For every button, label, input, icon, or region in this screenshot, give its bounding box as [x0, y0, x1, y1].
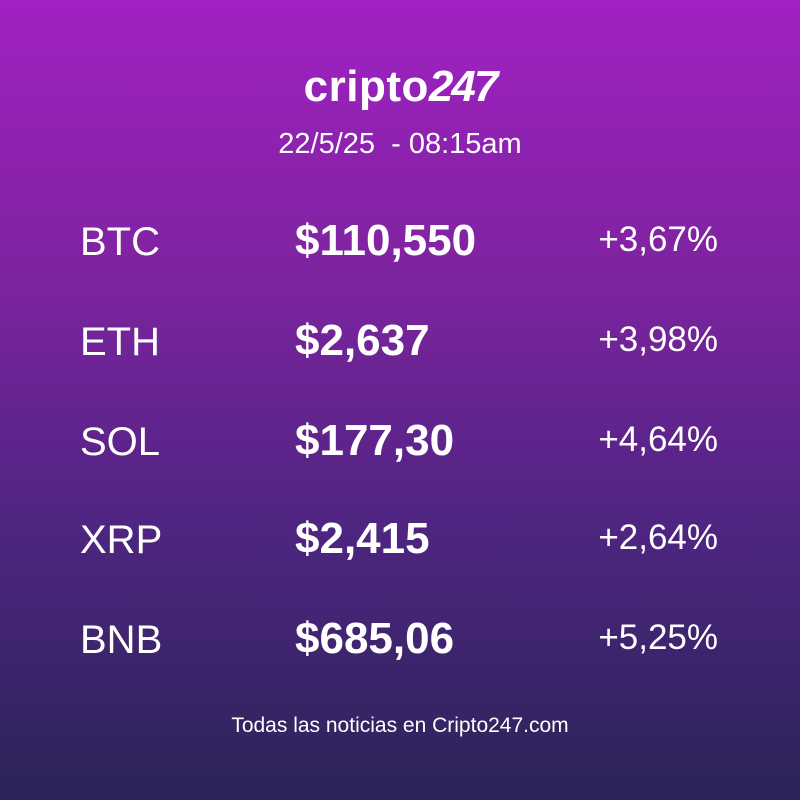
logo-text: cripto	[303, 62, 429, 111]
symbol: SOL	[80, 420, 161, 464]
symbol: XRP	[80, 518, 163, 562]
price-row: XRP $2,415 +2,64%	[0, 508, 800, 568]
change: +4,64%	[598, 420, 718, 459]
price: $2,637	[295, 316, 430, 365]
logo: cripto247	[0, 62, 800, 112]
change: +2,64%	[598, 518, 718, 557]
symbol: BNB	[80, 618, 163, 662]
change: +3,67%	[598, 220, 718, 259]
price: $110,550	[295, 216, 477, 265]
logo-digits: 247	[428, 62, 498, 111]
change: +5,25%	[598, 618, 718, 657]
price: $2,415	[295, 514, 430, 563]
price: $177,30	[295, 416, 455, 465]
footer: Todas las noticias en Cripto247.com	[231, 714, 569, 737]
change: +3,98%	[598, 320, 718, 359]
symbol: ETH	[80, 320, 160, 364]
price-row: ETH $2,637 +3,98%	[0, 310, 800, 370]
symbol: BTC	[80, 220, 160, 264]
price: $685,06	[295, 614, 455, 663]
price-row: SOL $177,30 +4,64%	[0, 410, 800, 470]
price-row: BTC $110,550 +3,67%	[0, 210, 800, 270]
date: 22/5/25 - 08:15am	[278, 128, 522, 160]
price-row: BNB $685,06 +5,25%	[0, 608, 800, 668]
